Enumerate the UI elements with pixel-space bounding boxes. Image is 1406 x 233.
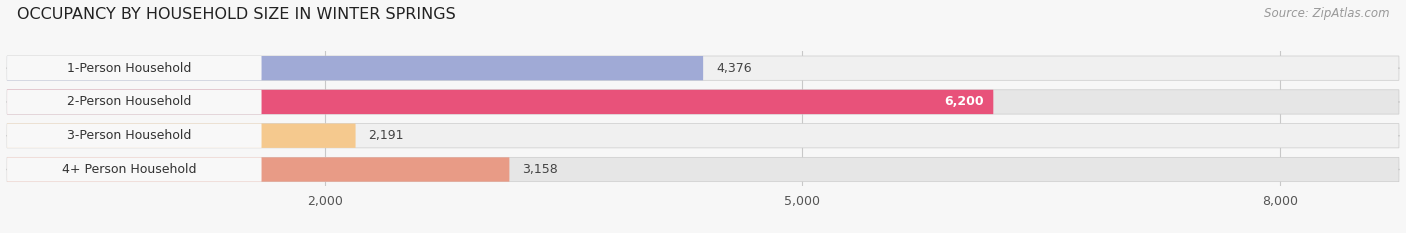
FancyBboxPatch shape [7,123,356,148]
Text: 1-Person Household: 1-Person Household [67,62,191,75]
Text: 3,158: 3,158 [522,163,558,176]
FancyBboxPatch shape [7,123,262,148]
Text: Source: ZipAtlas.com: Source: ZipAtlas.com [1264,7,1389,20]
Text: 2-Person Household: 2-Person Household [67,96,191,108]
FancyBboxPatch shape [7,90,993,114]
Text: 6,200: 6,200 [945,96,984,108]
FancyBboxPatch shape [7,157,262,182]
Text: 4,376: 4,376 [716,62,752,75]
FancyBboxPatch shape [7,157,509,182]
FancyBboxPatch shape [7,56,703,80]
Text: 3-Person Household: 3-Person Household [67,129,191,142]
Text: 2,191: 2,191 [368,129,404,142]
FancyBboxPatch shape [7,123,1399,148]
FancyBboxPatch shape [7,56,262,80]
FancyBboxPatch shape [7,56,1399,80]
FancyBboxPatch shape [7,157,1399,182]
FancyBboxPatch shape [7,90,262,114]
FancyBboxPatch shape [7,90,1399,114]
Text: 4+ Person Household: 4+ Person Household [62,163,197,176]
Text: OCCUPANCY BY HOUSEHOLD SIZE IN WINTER SPRINGS: OCCUPANCY BY HOUSEHOLD SIZE IN WINTER SP… [17,7,456,22]
